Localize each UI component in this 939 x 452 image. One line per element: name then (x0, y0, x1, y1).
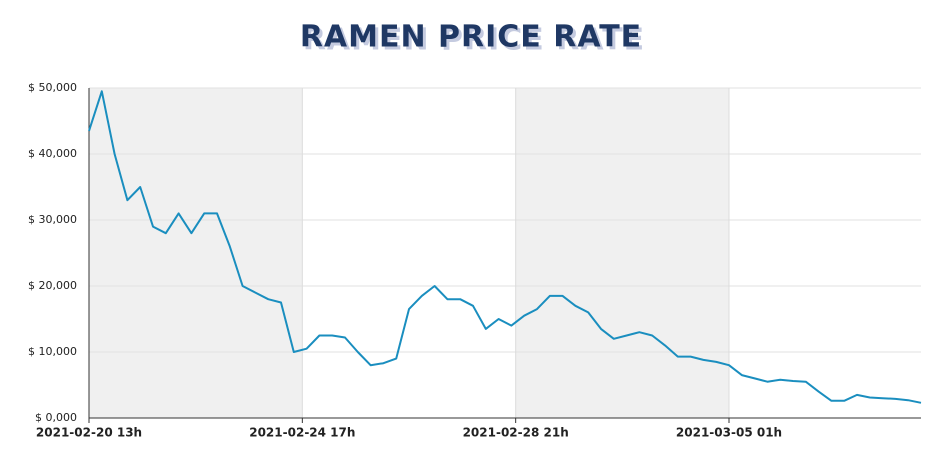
x-tick-label: 2021-02-28 21h (463, 426, 569, 440)
x-tick-label: 2021-03-05 01h (676, 426, 782, 440)
y-tick-label: $ 30,000 (28, 213, 77, 226)
x-tick-label: 2021-02-24 17h (249, 426, 355, 440)
y-tick-label: $ 10,000 (28, 345, 77, 358)
price-line (88, 90, 922, 404)
chart-title: RAMEN PRICE RATE (300, 20, 642, 55)
x-tick-label: 2021-02-20 13h (36, 426, 142, 440)
y-tick-label: $ 40,000 (28, 147, 77, 160)
band (515, 88, 729, 418)
y-tick-label: $ 50,000 (28, 81, 77, 94)
y-tick-label: $ 20,000 (28, 279, 77, 292)
y-tick-label: $ 0,000 (35, 411, 77, 424)
chart-title-shadow: RAMEN PRICE RATE (303, 23, 645, 58)
band (89, 88, 303, 418)
